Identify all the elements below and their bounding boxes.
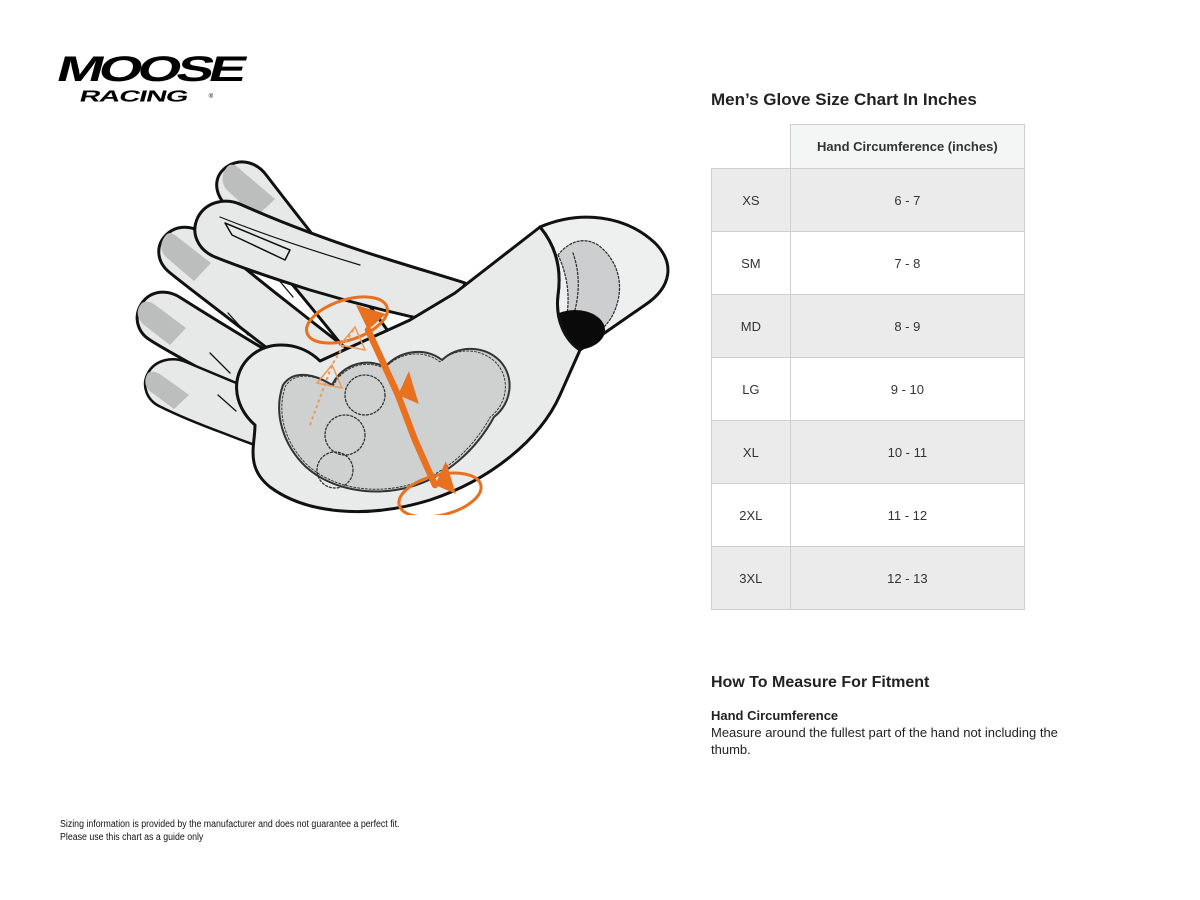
svg-text:MOOSE: MOOSE: [58, 48, 251, 88]
